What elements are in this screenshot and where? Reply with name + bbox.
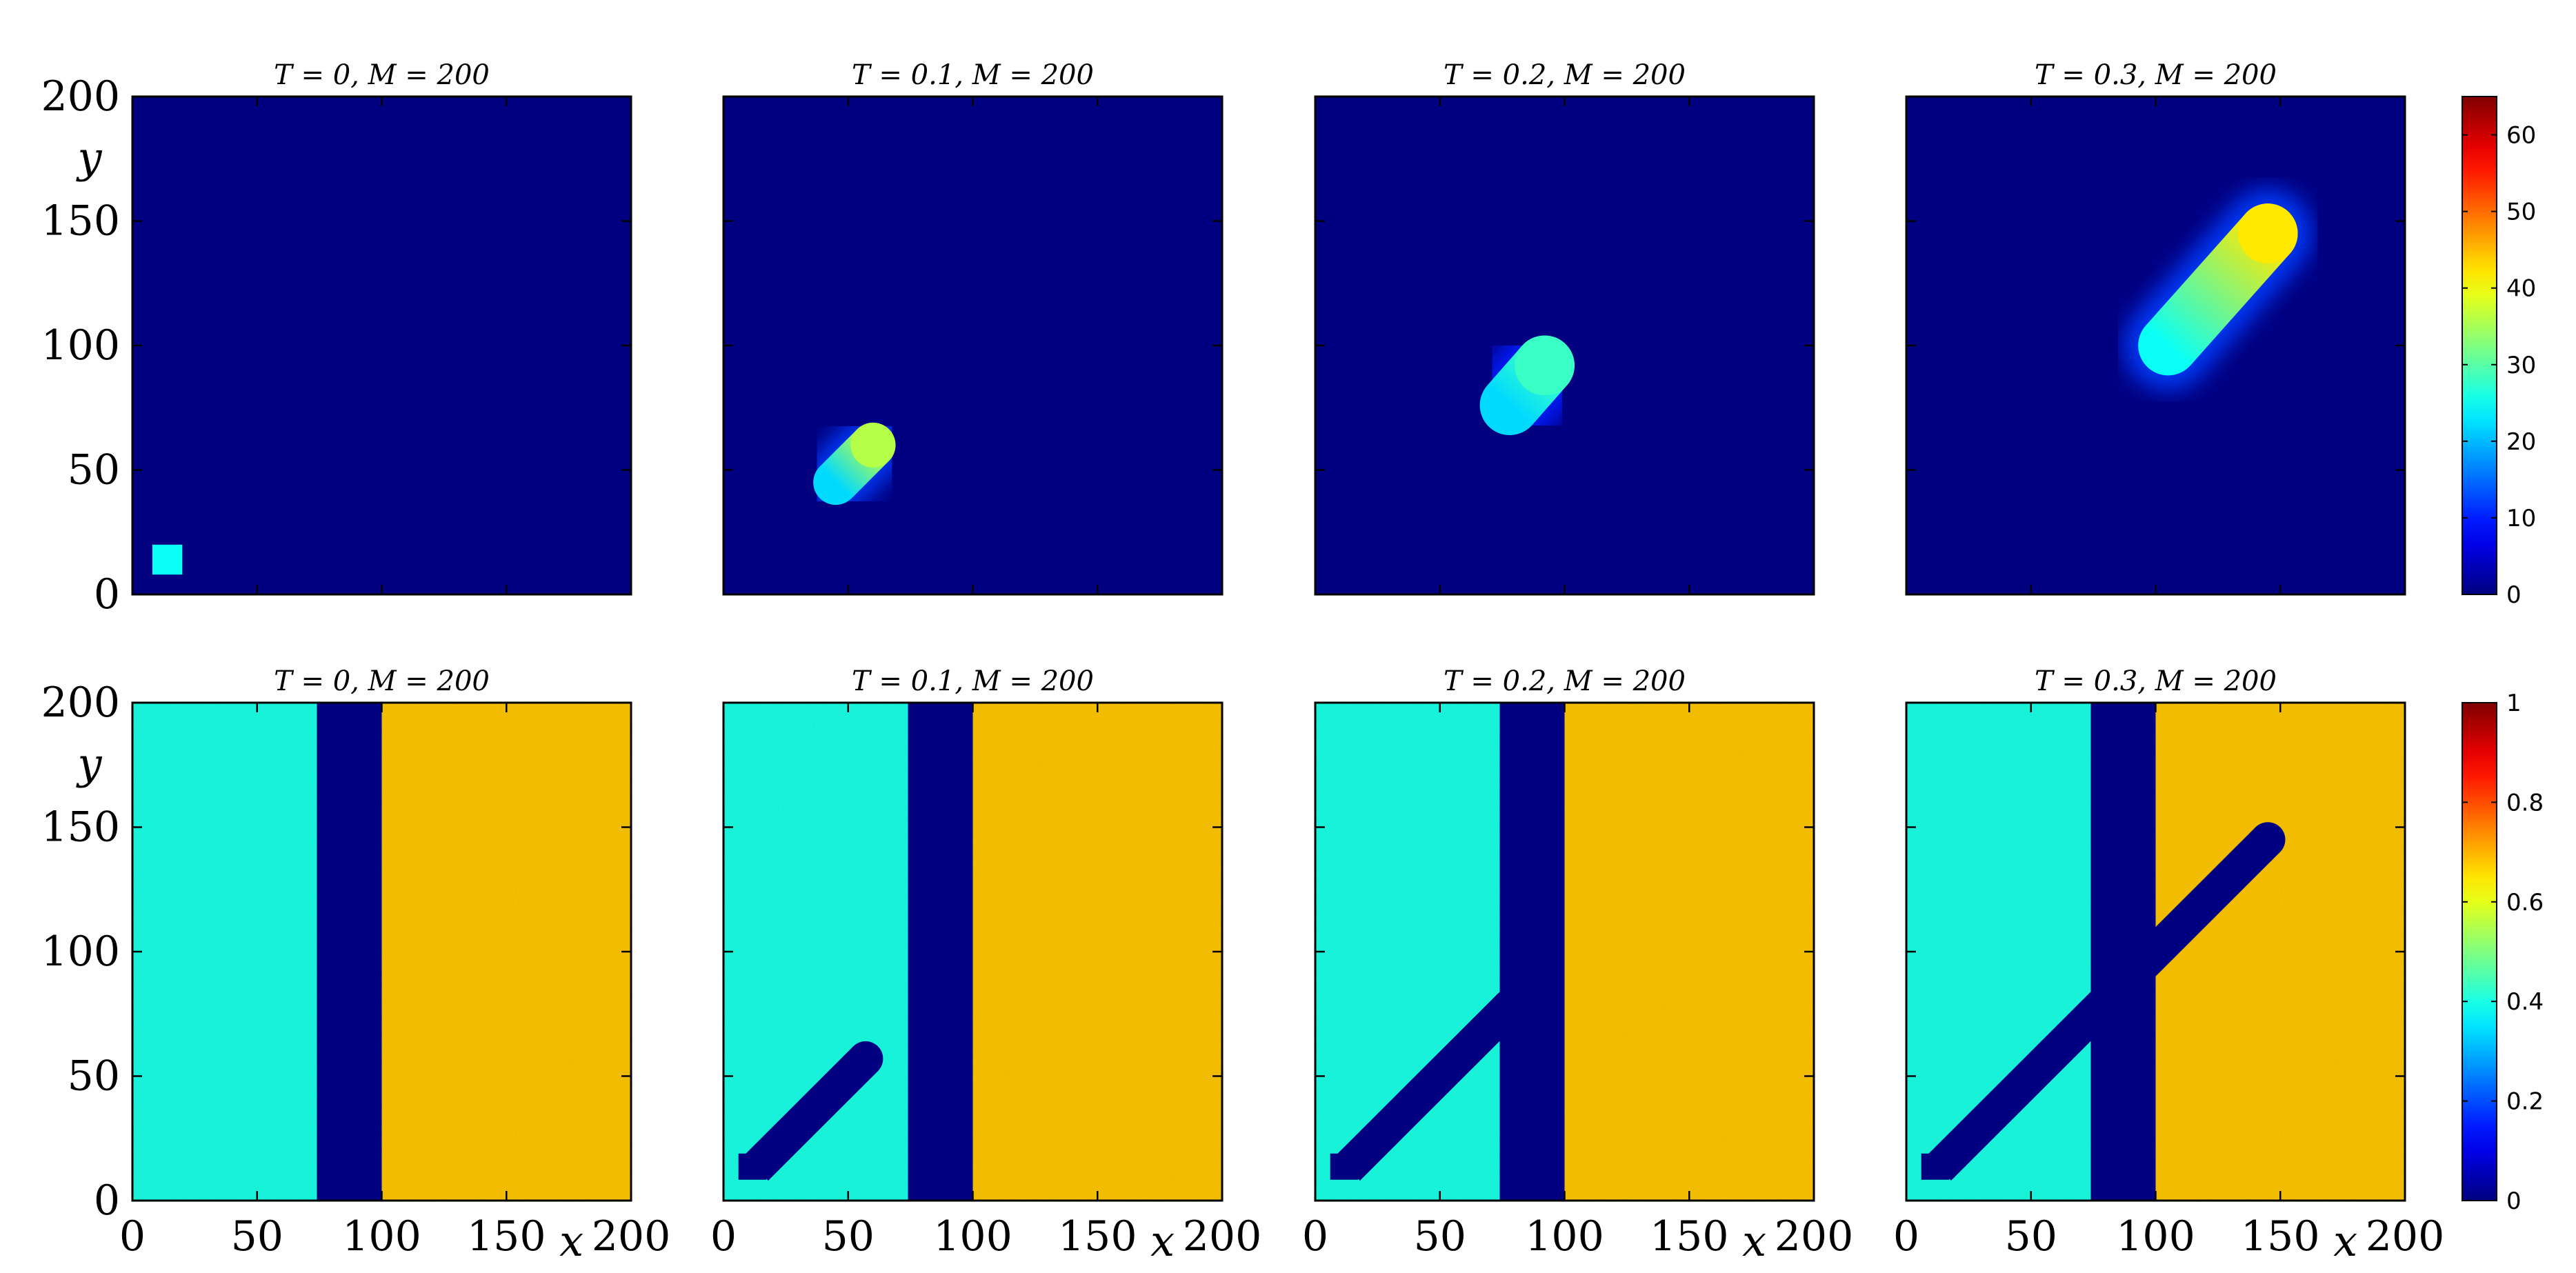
panel-title: T = 0, M = 200 [274, 665, 490, 697]
x-tick-label: 100 [1525, 1212, 1604, 1261]
y-axis-label: y [75, 739, 102, 789]
background-field [723, 97, 1222, 594]
dissolved-channel [1335, 994, 1522, 1181]
colorbar-tick-label: 0.2 [2506, 1088, 2544, 1116]
y-tick-label: 0 [94, 1176, 120, 1225]
panel-title: T = 0.3, M = 200 [2035, 59, 2277, 91]
dissolved-channel [1926, 827, 2281, 1181]
x-tick-label: 50 [1414, 1212, 1466, 1261]
panel-title: T = 0, M = 200 [274, 59, 490, 91]
x-tick-label: 0 [710, 1212, 737, 1261]
x-tick-label: 0 [119, 1212, 146, 1261]
colorbar-tick-label: 0.4 [2506, 988, 2544, 1016]
y-tick-label: 200 [41, 72, 120, 121]
x-tick-label: 150 [467, 1212, 546, 1261]
heatmap-panel [1315, 97, 1814, 594]
y-tick-label: 150 [41, 197, 120, 245]
dissolved-channel [743, 1046, 878, 1181]
y-tick-label: 100 [41, 321, 120, 370]
x-tick-label: 50 [2005, 1212, 2057, 1261]
y-tick-label: 100 [41, 928, 120, 976]
y-tick-label: 0 [94, 570, 120, 619]
x-tick-label: 0 [1893, 1212, 1919, 1261]
colorbar-tick-label: 0.6 [2506, 889, 2544, 916]
vertical-band [908, 703, 973, 1201]
x-tick-label: 150 [1058, 1212, 1137, 1261]
plume-head [850, 422, 896, 468]
panel-title: T = 0.2, M = 200 [1444, 59, 1686, 91]
y-tick-label: 50 [68, 446, 120, 494]
panel-title: T = 0.3, M = 200 [2035, 665, 2277, 697]
x-tick-label: 150 [2241, 1212, 2320, 1261]
heatmap-panel [1315, 703, 1814, 1201]
x-tick-label: 150 [1650, 1212, 1729, 1261]
x-tick-label: 200 [1775, 1212, 1854, 1261]
colorbar [2462, 96, 2497, 595]
vertical-band [1499, 703, 1565, 1201]
colorbar-tick-label: 1 [2506, 690, 2522, 717]
colorbar-tick-label: 10 [2506, 505, 2536, 532]
colorbar-tick-label: 0 [2506, 1187, 2522, 1215]
plume-head [2237, 203, 2298, 263]
x-tick-label: 200 [2366, 1212, 2445, 1261]
channel-start [1921, 1153, 1950, 1180]
heatmap-panel [1906, 703, 2405, 1201]
panel-title: T = 0.1, M = 200 [852, 59, 1094, 91]
heatmap-panel [132, 703, 631, 1201]
heatmap-panel [723, 97, 1222, 594]
x-tick-label: 100 [933, 1212, 1012, 1261]
x-tick-label: 50 [231, 1212, 283, 1261]
plume-head [1515, 335, 1575, 396]
colorbar-tick-label: 50 [2506, 199, 2536, 226]
x-tick-label: 200 [592, 1212, 671, 1261]
heatmap-panel [1906, 97, 2405, 594]
colorbar-tick-label: 20 [2506, 428, 2536, 456]
colorbar-tick-label: 0 [2506, 581, 2522, 609]
y-axis-label: y [75, 132, 102, 183]
heatmap-panel [723, 703, 1222, 1201]
panel-title: T = 0.2, M = 200 [1444, 665, 1686, 697]
initial-source-square [152, 544, 183, 575]
colorbar-tick-label: 40 [2506, 275, 2536, 303]
x-tick-label: 50 [822, 1212, 875, 1261]
x-tick-label: 100 [2116, 1212, 2195, 1261]
panel-title: T = 0.1, M = 200 [852, 665, 1094, 697]
x-tick-label: 200 [1183, 1212, 1262, 1261]
colorbar-tick-label: 0.8 [2506, 789, 2544, 816]
y-tick-label: 50 [68, 1052, 120, 1101]
heatmap-panel [132, 97, 631, 594]
vertical-band [317, 703, 382, 1201]
x-axis-label: x [2333, 1216, 2357, 1266]
channel-tip [2250, 822, 2286, 857]
channel-tip [848, 1041, 883, 1076]
x-axis-label: x [559, 1216, 583, 1266]
colorbar [2462, 702, 2497, 1201]
x-tick-label: 0 [1302, 1212, 1328, 1261]
y-tick-label: 150 [41, 803, 120, 852]
x-axis-label: x [1150, 1216, 1175, 1266]
background-field [132, 97, 631, 594]
channel-start [1330, 1153, 1359, 1180]
y-tick-label: 200 [41, 679, 120, 727]
colorbar-tick-label: 60 [2506, 122, 2536, 150]
channel-tip [1492, 989, 1528, 1024]
channel-start [738, 1153, 767, 1180]
colorbar-tick-label: 30 [2506, 352, 2536, 379]
x-axis-label: x [1742, 1216, 1766, 1266]
x-tick-label: 100 [342, 1212, 421, 1261]
